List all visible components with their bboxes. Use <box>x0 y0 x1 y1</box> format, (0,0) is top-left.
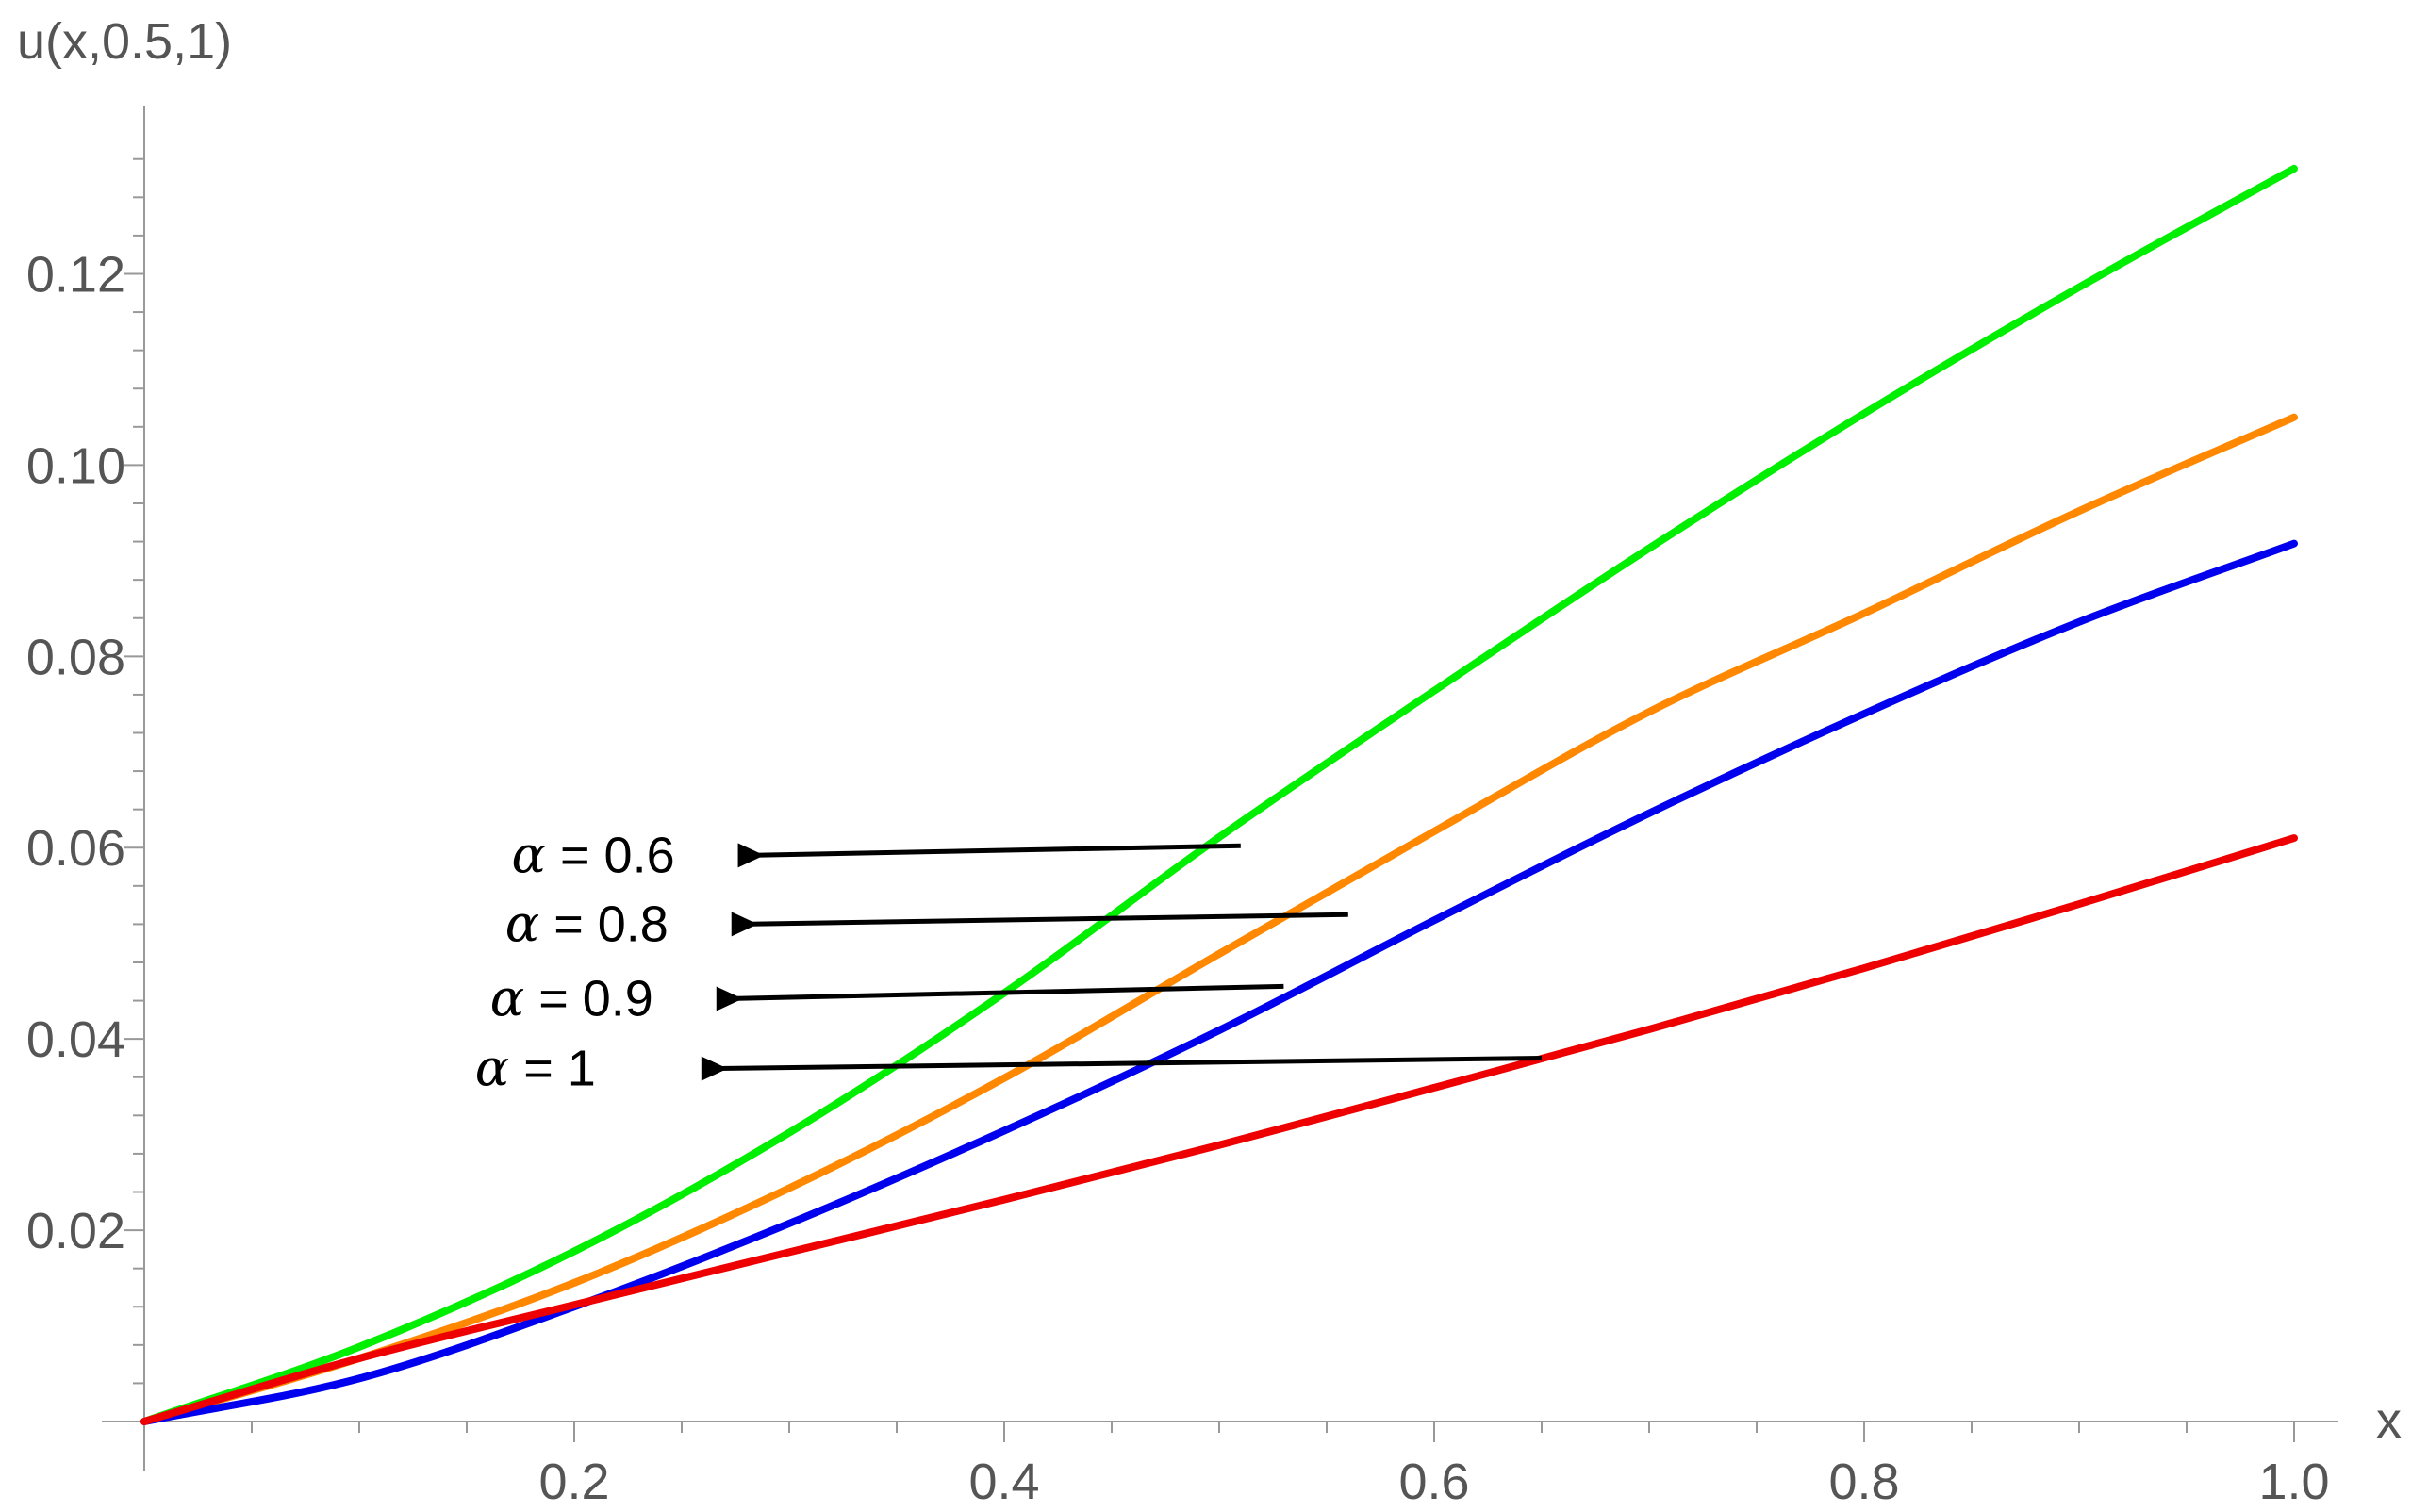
annotation-label: α = 0.6 <box>512 825 675 884</box>
annotation-label: α = 1 <box>475 1039 596 1098</box>
y-tick-label: 0.08 <box>26 629 125 685</box>
annotation-value: = 0.9 <box>524 971 653 1027</box>
annotation-arrow-line <box>742 912 1348 927</box>
y-tick-label: 0.12 <box>26 246 125 303</box>
x-tick-label: 1.0 <box>2258 1454 2329 1510</box>
y-tick-label: 0.10 <box>26 437 125 494</box>
ticks: 0.2 0.4 0.6 0.8 1.0 0.02 0.04 0.06 0.08 0.10 0.12 <box>26 157 2330 1510</box>
y-tick-label: 0.02 <box>26 1203 125 1259</box>
y-tick-label: 0.04 <box>26 1011 125 1068</box>
series-line-alpha-0-9 <box>140 539 2298 1425</box>
annotation-arrowhead <box>716 986 743 1011</box>
y-tick-label: 0.06 <box>26 820 125 877</box>
annotation-arrow-line <box>749 843 1241 858</box>
axes <box>102 106 2338 1471</box>
series-line-alpha-0-8 <box>140 413 2298 1425</box>
annotation-value: = 1 <box>509 1041 596 1097</box>
annotation-arrow-line <box>727 983 1284 1002</box>
x-tick-label: 0.8 <box>1828 1454 1899 1510</box>
x-tick-label: 0.6 <box>1398 1454 1469 1510</box>
annotation-greek-alpha: α <box>512 825 546 884</box>
annotation-label: α = 0.8 <box>505 894 669 953</box>
annotation-layer: α = 0.6α = 0.8α = 0.9α = 1 <box>475 825 1543 1098</box>
series-layer <box>140 164 2298 1425</box>
y-axis-title: u(x,0.5,1) <box>17 13 232 70</box>
x-axis-title: x <box>2376 1392 2402 1449</box>
annotation-greek-alpha: α <box>505 894 539 953</box>
annotation-value: = 0.6 <box>546 827 675 883</box>
annotation-arrowhead <box>701 1056 728 1081</box>
series-line-alpha-0-6 <box>140 164 2298 1425</box>
annotation-arrow-line <box>712 1055 1543 1072</box>
x-tick-label: 0.4 <box>968 1454 1039 1510</box>
x-tick-label: 0.2 <box>538 1454 609 1510</box>
annotation-arrowhead <box>737 843 765 868</box>
series-line-alpha-1 <box>140 834 2298 1425</box>
annotation-label: α = 0.9 <box>490 969 653 1028</box>
annotation-value: = 0.8 <box>539 896 669 952</box>
annotation-arrowhead <box>731 912 758 937</box>
annotation-greek-alpha: α <box>475 1039 509 1098</box>
annotation-greek-alpha: α <box>490 969 524 1028</box>
